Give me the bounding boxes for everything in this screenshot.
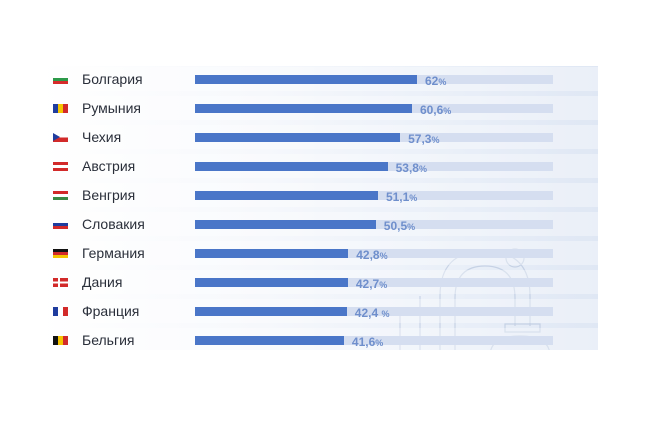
bar-row: Чехия 57,3% bbox=[40, 125, 598, 149]
value-label: 57,3% bbox=[408, 132, 440, 146]
bar-row: Венгрия 51,1% bbox=[40, 183, 598, 207]
bar-track bbox=[195, 278, 553, 287]
bar bbox=[195, 307, 347, 316]
bar-track bbox=[195, 249, 553, 258]
value-label: 42,8% bbox=[356, 248, 388, 262]
bar-row: Словакия 50,5% bbox=[40, 212, 598, 236]
category-label: Венгрия bbox=[82, 187, 136, 203]
flag-icon bbox=[53, 104, 68, 113]
category-label: Бельгия bbox=[82, 332, 135, 348]
bar bbox=[195, 104, 412, 113]
flag-icon bbox=[53, 75, 68, 84]
bar-row: Бельгия 41,6% bbox=[40, 328, 598, 350]
flag-icon bbox=[53, 133, 68, 142]
bar-track bbox=[195, 336, 553, 345]
flag-icon bbox=[53, 162, 68, 171]
value-label: 53,8% bbox=[395, 161, 427, 175]
bar-row: Франция 42,4 % bbox=[40, 299, 598, 323]
category-label: Чехия bbox=[82, 129, 122, 145]
bar bbox=[195, 249, 349, 258]
value-label: 62% bbox=[424, 74, 447, 88]
value-label: 51,1% bbox=[385, 190, 418, 204]
flag-icon bbox=[53, 191, 68, 200]
bar bbox=[195, 278, 348, 287]
category-label: Румыния bbox=[82, 100, 142, 116]
bar bbox=[195, 220, 376, 229]
value-label: 60,6% bbox=[419, 103, 452, 117]
bar-row: Австрия 53,8% bbox=[40, 154, 598, 178]
bar-row: Болгария 62% bbox=[40, 67, 598, 91]
value-label: 42,4 % bbox=[354, 306, 390, 320]
bar bbox=[195, 162, 388, 171]
flag-icon bbox=[53, 220, 68, 229]
category-label: Словакия bbox=[82, 216, 145, 232]
bar-row: Дания 42,7% bbox=[40, 270, 598, 294]
bar bbox=[195, 336, 344, 345]
category-label: Германия bbox=[82, 245, 145, 261]
chart-panel: Болгария 62% Румыния 60,6% Чехия 57,3% Австрия… bbox=[40, 66, 598, 350]
bar bbox=[195, 133, 401, 142]
flag-icon bbox=[53, 336, 68, 345]
category-label: Австрия bbox=[82, 158, 136, 174]
bar-row: Германия 42,8% bbox=[40, 241, 598, 265]
value-label: 50,5% bbox=[383, 219, 416, 233]
value-label: 42,7% bbox=[355, 277, 388, 291]
category-label: Дания bbox=[82, 274, 123, 290]
category-label: Франция bbox=[82, 303, 140, 319]
flag-icon bbox=[53, 278, 68, 287]
bar-track bbox=[195, 307, 553, 316]
bar bbox=[195, 191, 378, 200]
bar bbox=[195, 75, 417, 84]
flag-icon bbox=[53, 307, 68, 316]
category-label: Болгария bbox=[82, 71, 143, 87]
flag-icon bbox=[53, 249, 68, 258]
bar-row: Румыния 60,6% bbox=[40, 96, 598, 120]
value-label: 41,6% bbox=[351, 335, 384, 349]
